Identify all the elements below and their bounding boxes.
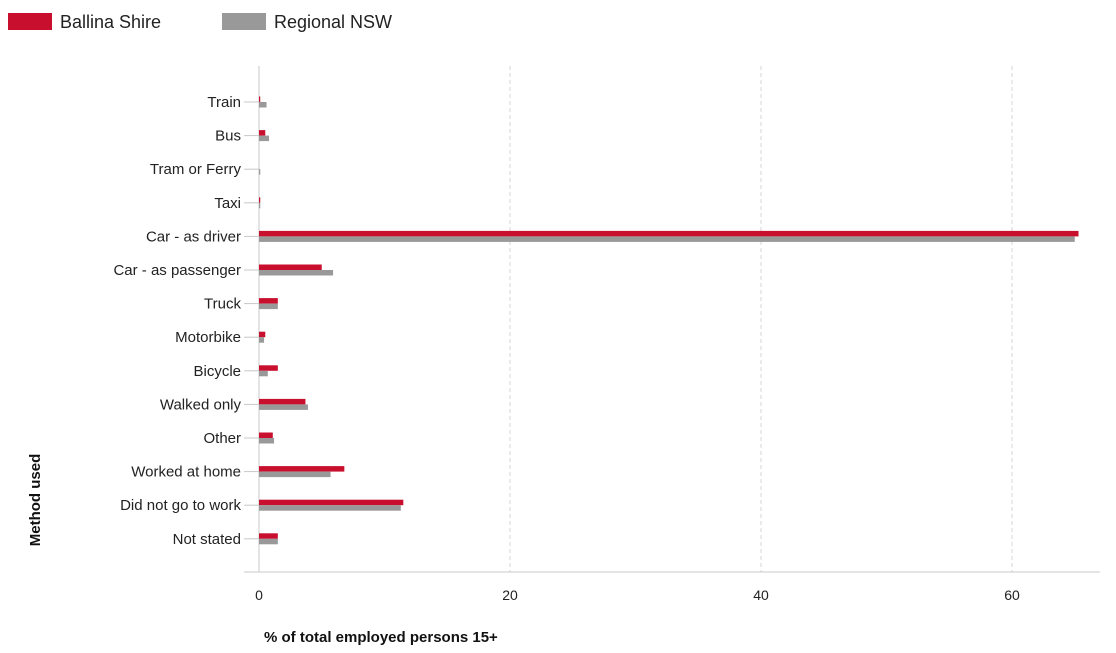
legend-swatch-regional-nsw — [222, 13, 266, 30]
bar-ballina-shire-other — [259, 432, 273, 438]
bar-ballina-shire-bicycle — [259, 365, 278, 371]
category-label-motorbike: Motorbike — [175, 329, 241, 346]
category-label-train: Train — [207, 94, 241, 111]
bars — [259, 96, 1079, 545]
bar-ballina-shire-worked-at-home — [259, 466, 345, 472]
bar-regional-nsw-did-not-go-to-work — [259, 505, 401, 511]
bar-ballina-shire-bus — [259, 130, 266, 136]
bar-ballina-shire-car-as-passenger — [259, 264, 322, 270]
bar-ballina-shire-car-as-driver — [259, 230, 1079, 237]
bar-ballina-shire-truck — [259, 298, 278, 304]
legend-label-regional-nsw: Regional NSW — [274, 12, 392, 32]
tick-labels: 0 20 40 60 — [255, 587, 1020, 603]
category-label-taxi: Taxi — [214, 195, 241, 212]
category-label-tram-or-ferry: Tram or Ferry — [150, 161, 242, 178]
category-label-truck: Truck — [204, 296, 241, 313]
bar-regional-nsw-other — [259, 438, 275, 444]
bar-regional-nsw-bus — [259, 135, 270, 142]
bar-regional-nsw-worked-at-home — [259, 471, 331, 478]
bar-regional-nsw-train — [259, 102, 267, 108]
bar-regional-nsw-truck — [259, 303, 278, 310]
category-label-walked-only: Walked only — [160, 396, 242, 413]
legend-swatch-ballina-shire — [8, 13, 52, 30]
x-axis-title: % of total employed persons 15+ — [264, 629, 498, 646]
category-label-car-as-driver: Car - as driver — [146, 228, 241, 245]
x-tick-label: 0 — [255, 587, 263, 603]
x-tick-label: 40 — [753, 587, 769, 603]
bar-regional-nsw-not-stated — [259, 538, 278, 545]
bar-ballina-shire-taxi — [259, 197, 261, 203]
category-label-not-stated: Not stated — [173, 531, 241, 548]
category-labels: Train Bus Tram or Ferry Taxi Car - as driver… — [113, 94, 241, 548]
axes — [244, 66, 1100, 573]
category-label-bicycle: Bicycle — [193, 363, 241, 380]
bar-ballina-shire-not-stated — [259, 533, 278, 539]
x-tick-label: 20 — [502, 587, 518, 603]
bar-ballina-shire-train — [259, 96, 261, 102]
bar-regional-nsw-bicycle — [259, 370, 268, 377]
bar-regional-nsw-car-as-driver — [259, 236, 1075, 242]
category-label-did-not-go-to-work: Did not go to work — [120, 497, 241, 514]
bar-ballina-shire-did-not-go-to-work — [259, 499, 404, 506]
gridlines — [509, 66, 1013, 572]
bar-regional-nsw-car-as-passenger — [259, 270, 334, 276]
bar-ballina-shire-walked-only — [259, 398, 306, 405]
bar-ballina-shire-motorbike — [259, 331, 266, 338]
category-label-other: Other — [203, 430, 241, 447]
legend: Ballina Shire Regional NSW — [8, 12, 392, 32]
bar-regional-nsw-taxi — [259, 202, 261, 209]
category-label-bus: Bus — [215, 128, 241, 145]
category-label-car-as-passenger: Car - as passenger — [113, 262, 241, 279]
bar-regional-nsw-walked-only — [259, 404, 308, 410]
bar-regional-nsw-motorbike — [259, 337, 265, 343]
category-label-worked-at-home: Worked at home — [131, 464, 241, 481]
x-tick-label: 60 — [1004, 587, 1020, 603]
legend-label-ballina-shire: Ballina Shire — [60, 12, 161, 32]
y-axis-title: Method used — [27, 454, 44, 547]
bar-regional-nsw-tram-or-ferry — [259, 169, 261, 175]
